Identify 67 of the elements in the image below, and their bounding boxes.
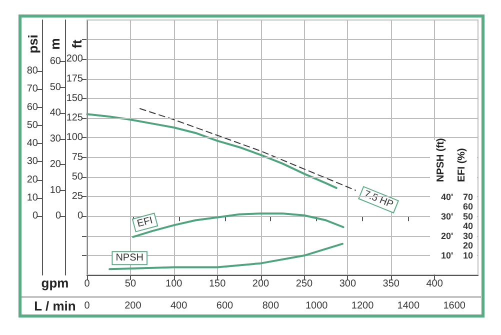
y2-tick-label: 0 (32, 210, 38, 222)
y2-tick-label: 30 (26, 156, 38, 168)
x-tick-label: 350 (382, 278, 400, 290)
x-tick-label: 0 (84, 278, 90, 290)
y-tick-label: 200 (66, 54, 84, 65)
line-series (140, 108, 356, 191)
y2-tick-label: 40 (463, 221, 474, 232)
y2-tick-label: 60 (26, 102, 38, 113)
y2-tick-label: 20 (463, 240, 474, 251)
x2-tick-label: 200 (124, 300, 142, 312)
y2-tick-label: 20 (26, 174, 38, 186)
y2-tick-label: 10 (463, 250, 474, 260)
x-tick-label: 150 (208, 278, 226, 290)
y2-tick-label: 30 (463, 230, 474, 241)
y-tick-label: 100 (66, 132, 84, 144)
x2-tick-label: 1000 (305, 300, 328, 312)
x-tick-label: 200 (252, 278, 270, 290)
y2-axis-title: psi (26, 34, 40, 54)
y-tick-label: 150 (66, 92, 84, 104)
y3-axis-title: m (48, 38, 62, 50)
y-tick-label: 75 (72, 152, 84, 163)
x-tick-label: 50 (124, 278, 136, 290)
y3-tick-label: 50 (50, 82, 62, 93)
x2-tick-label: 800 (262, 300, 280, 312)
y2-tick-label: 40 (26, 138, 38, 150)
x-tick-label: 100 (166, 278, 183, 290)
series-label: NPSH (116, 252, 144, 264)
y2-tick-label: 70 (463, 192, 474, 202)
x2-tick-label: 1400 (397, 300, 420, 312)
y2-tick-label: 70 (26, 84, 38, 95)
text: EFI (136, 215, 154, 230)
y-tick-label: 25 (72, 191, 84, 202)
y-tick-label: 40' (441, 192, 454, 202)
y-tick-label: 125 (66, 112, 84, 124)
x2-tick-label: 1600 (443, 300, 466, 312)
y2-tick-label: 50 (463, 211, 474, 222)
y-tick-label: 10' (441, 250, 454, 261)
y2-tick-label: 10 (26, 192, 38, 204)
y3-tick-label: 60 (50, 56, 62, 68)
x2-tick-label: 600 (216, 300, 234, 312)
x2-tick-label: 400 (170, 300, 188, 312)
y2-tick-label: 50 (26, 120, 38, 131)
y3-tick-label: 40 (50, 108, 62, 119)
y3-tick-label: 0 (55, 210, 62, 222)
line-series (108, 242, 344, 270)
y-tick-label: 175 (66, 73, 84, 84)
y-axis-title: NPSH (ft) (436, 138, 446, 182)
x2-tick-label: 0 (84, 300, 90, 312)
x2-tick-label: 1200 (351, 300, 374, 312)
y3-tick-label: 30 (50, 133, 62, 144)
y3-tick-label: 20 (50, 159, 62, 170)
y3-tick-label: 10 (50, 184, 62, 196)
x-tick-label: 250 (296, 278, 313, 290)
y-tick-label: 50 (72, 171, 84, 182)
line-series (132, 212, 344, 238)
y-tick-label: 20' (441, 231, 454, 242)
y-tick-label: 30' (441, 212, 454, 222)
x2-axis-title: L / min (34, 298, 76, 314)
y-axis-title: ft (70, 39, 84, 48)
x-tick-label: 300 (339, 278, 356, 290)
y2-axis-title: EFI (%) (456, 148, 468, 182)
y2-tick-label: 60 (463, 202, 474, 212)
y2-tick-label: 80 (26, 66, 38, 77)
y-tick-label: 0 (77, 210, 84, 222)
x-axis-title: gpm (41, 276, 69, 290)
line-series (86, 113, 338, 189)
x-tick-label: 400 (426, 278, 444, 290)
